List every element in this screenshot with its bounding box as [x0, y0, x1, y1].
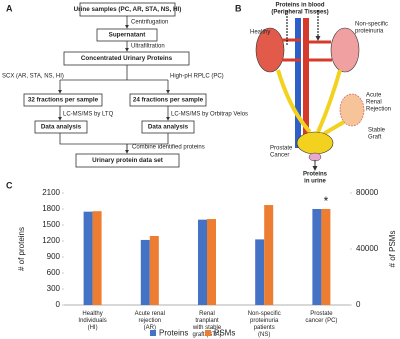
y-axis-label: # of proteins — [17, 227, 26, 271]
legend-label: PSMs — [214, 329, 235, 338]
diagram-label: Stable — [368, 128, 386, 134]
flow-box — [23, 93, 103, 107]
bar — [198, 219, 207, 305]
flow-edge: LC-MS/MS by LTQ — [63, 112, 114, 118]
bar — [321, 208, 331, 305]
legend-swatch — [150, 330, 156, 336]
x-tick-label: Non-specific proteinuria patients (NS) — [248, 311, 281, 338]
y-tick-label: 300 — [47, 284, 61, 293]
flow-node: 24 fractions per sample — [133, 97, 204, 104]
flow-edge: High-pH RPLC (PC) — [170, 74, 224, 80]
flow-box — [63, 51, 190, 66]
y-tick-label: 2100 — [42, 188, 60, 197]
y-tick-label: 1800 — [42, 204, 60, 213]
flow-box — [34, 120, 88, 134]
diagram-label: Proteins — [303, 172, 328, 178]
bar — [83, 211, 93, 305]
flow-edge: Ultrafiltration — [131, 44, 165, 50]
diagram-label: Rejection — [366, 107, 391, 113]
diagram-label: proteinuria — [355, 29, 384, 35]
diagram-label: Acute — [366, 93, 382, 99]
flow-node: Data analysis — [148, 124, 189, 131]
y2-axis-label: # of PSMs — [388, 231, 397, 268]
diagram-label: (Peripheral Tissues) — [271, 10, 328, 16]
diagram-label: in urine — [304, 179, 326, 185]
bar — [264, 205, 274, 305]
y-tick-label: 1500 — [42, 220, 60, 229]
diagram-label: Cancer — [270, 153, 289, 159]
y-tick-label: 1200 — [42, 236, 60, 245]
branch — [60, 65, 168, 81]
flow-node: Supernatant — [109, 32, 147, 39]
annotation: * — [324, 194, 329, 208]
bar — [149, 235, 159, 305]
x-tick-label: Acute renal rejection (AR) — [135, 311, 165, 331]
flow-node: Data analysis — [41, 124, 82, 131]
bar — [92, 211, 102, 305]
flow-node: Urinary protein data set — [92, 157, 164, 164]
bar — [255, 239, 265, 305]
flow-box — [75, 153, 180, 168]
diagram-label: Healthy — [250, 30, 270, 36]
x-tick-label: Prostate cancer (PC) — [305, 311, 337, 324]
flow-node: Concentrated Urinary Proteins — [81, 55, 173, 62]
bar-chart: 0 300 600 900 1200 1500 1800 2100 0 40000 80000 # o… — [17, 188, 397, 338]
diagram-label: Renal — [366, 100, 382, 106]
diagram-label: Proteins in blood — [276, 3, 325, 9]
y2-tick-label: 80000 — [356, 188, 379, 197]
diagram-label: Non-specific — [355, 22, 388, 28]
bar — [140, 239, 150, 305]
flow-edge: LC-MS/MS by Orbitrap Velos — [171, 112, 248, 118]
bar — [312, 209, 322, 305]
diagram-label: Prostate — [270, 146, 293, 152]
x-tick-label: Healthy Individuals (HI) — [78, 311, 106, 331]
flow-edge: Combine identified proteins — [132, 145, 205, 151]
flow-node: Urine samples (PC, AR, STA, NS, HI) — [74, 6, 182, 13]
flow-node: 32 fractions per sample — [28, 97, 99, 104]
panel-label: C — [6, 180, 13, 190]
bar — [207, 219, 216, 305]
legend-label: Proteins — [159, 329, 188, 338]
y2-tick-label: 40000 — [356, 244, 379, 253]
flow-box — [79, 2, 176, 17]
y2-tick-label: 0 — [356, 300, 361, 309]
panel-label: A — [6, 3, 13, 13]
y-tick-label: 600 — [47, 268, 61, 277]
flow-edge: SCX (AR, STA, NS, HI) — [2, 74, 64, 80]
anatomy-diagram — [255, 10, 365, 171]
legend-swatch — [205, 330, 211, 336]
y-tick-label: 0 — [56, 300, 61, 309]
panel-label: B — [235, 3, 242, 13]
diagram-label: Graft — [368, 135, 382, 141]
y-tick-label: 900 — [47, 252, 61, 261]
flow-edge: Centrifugation — [131, 20, 168, 26]
